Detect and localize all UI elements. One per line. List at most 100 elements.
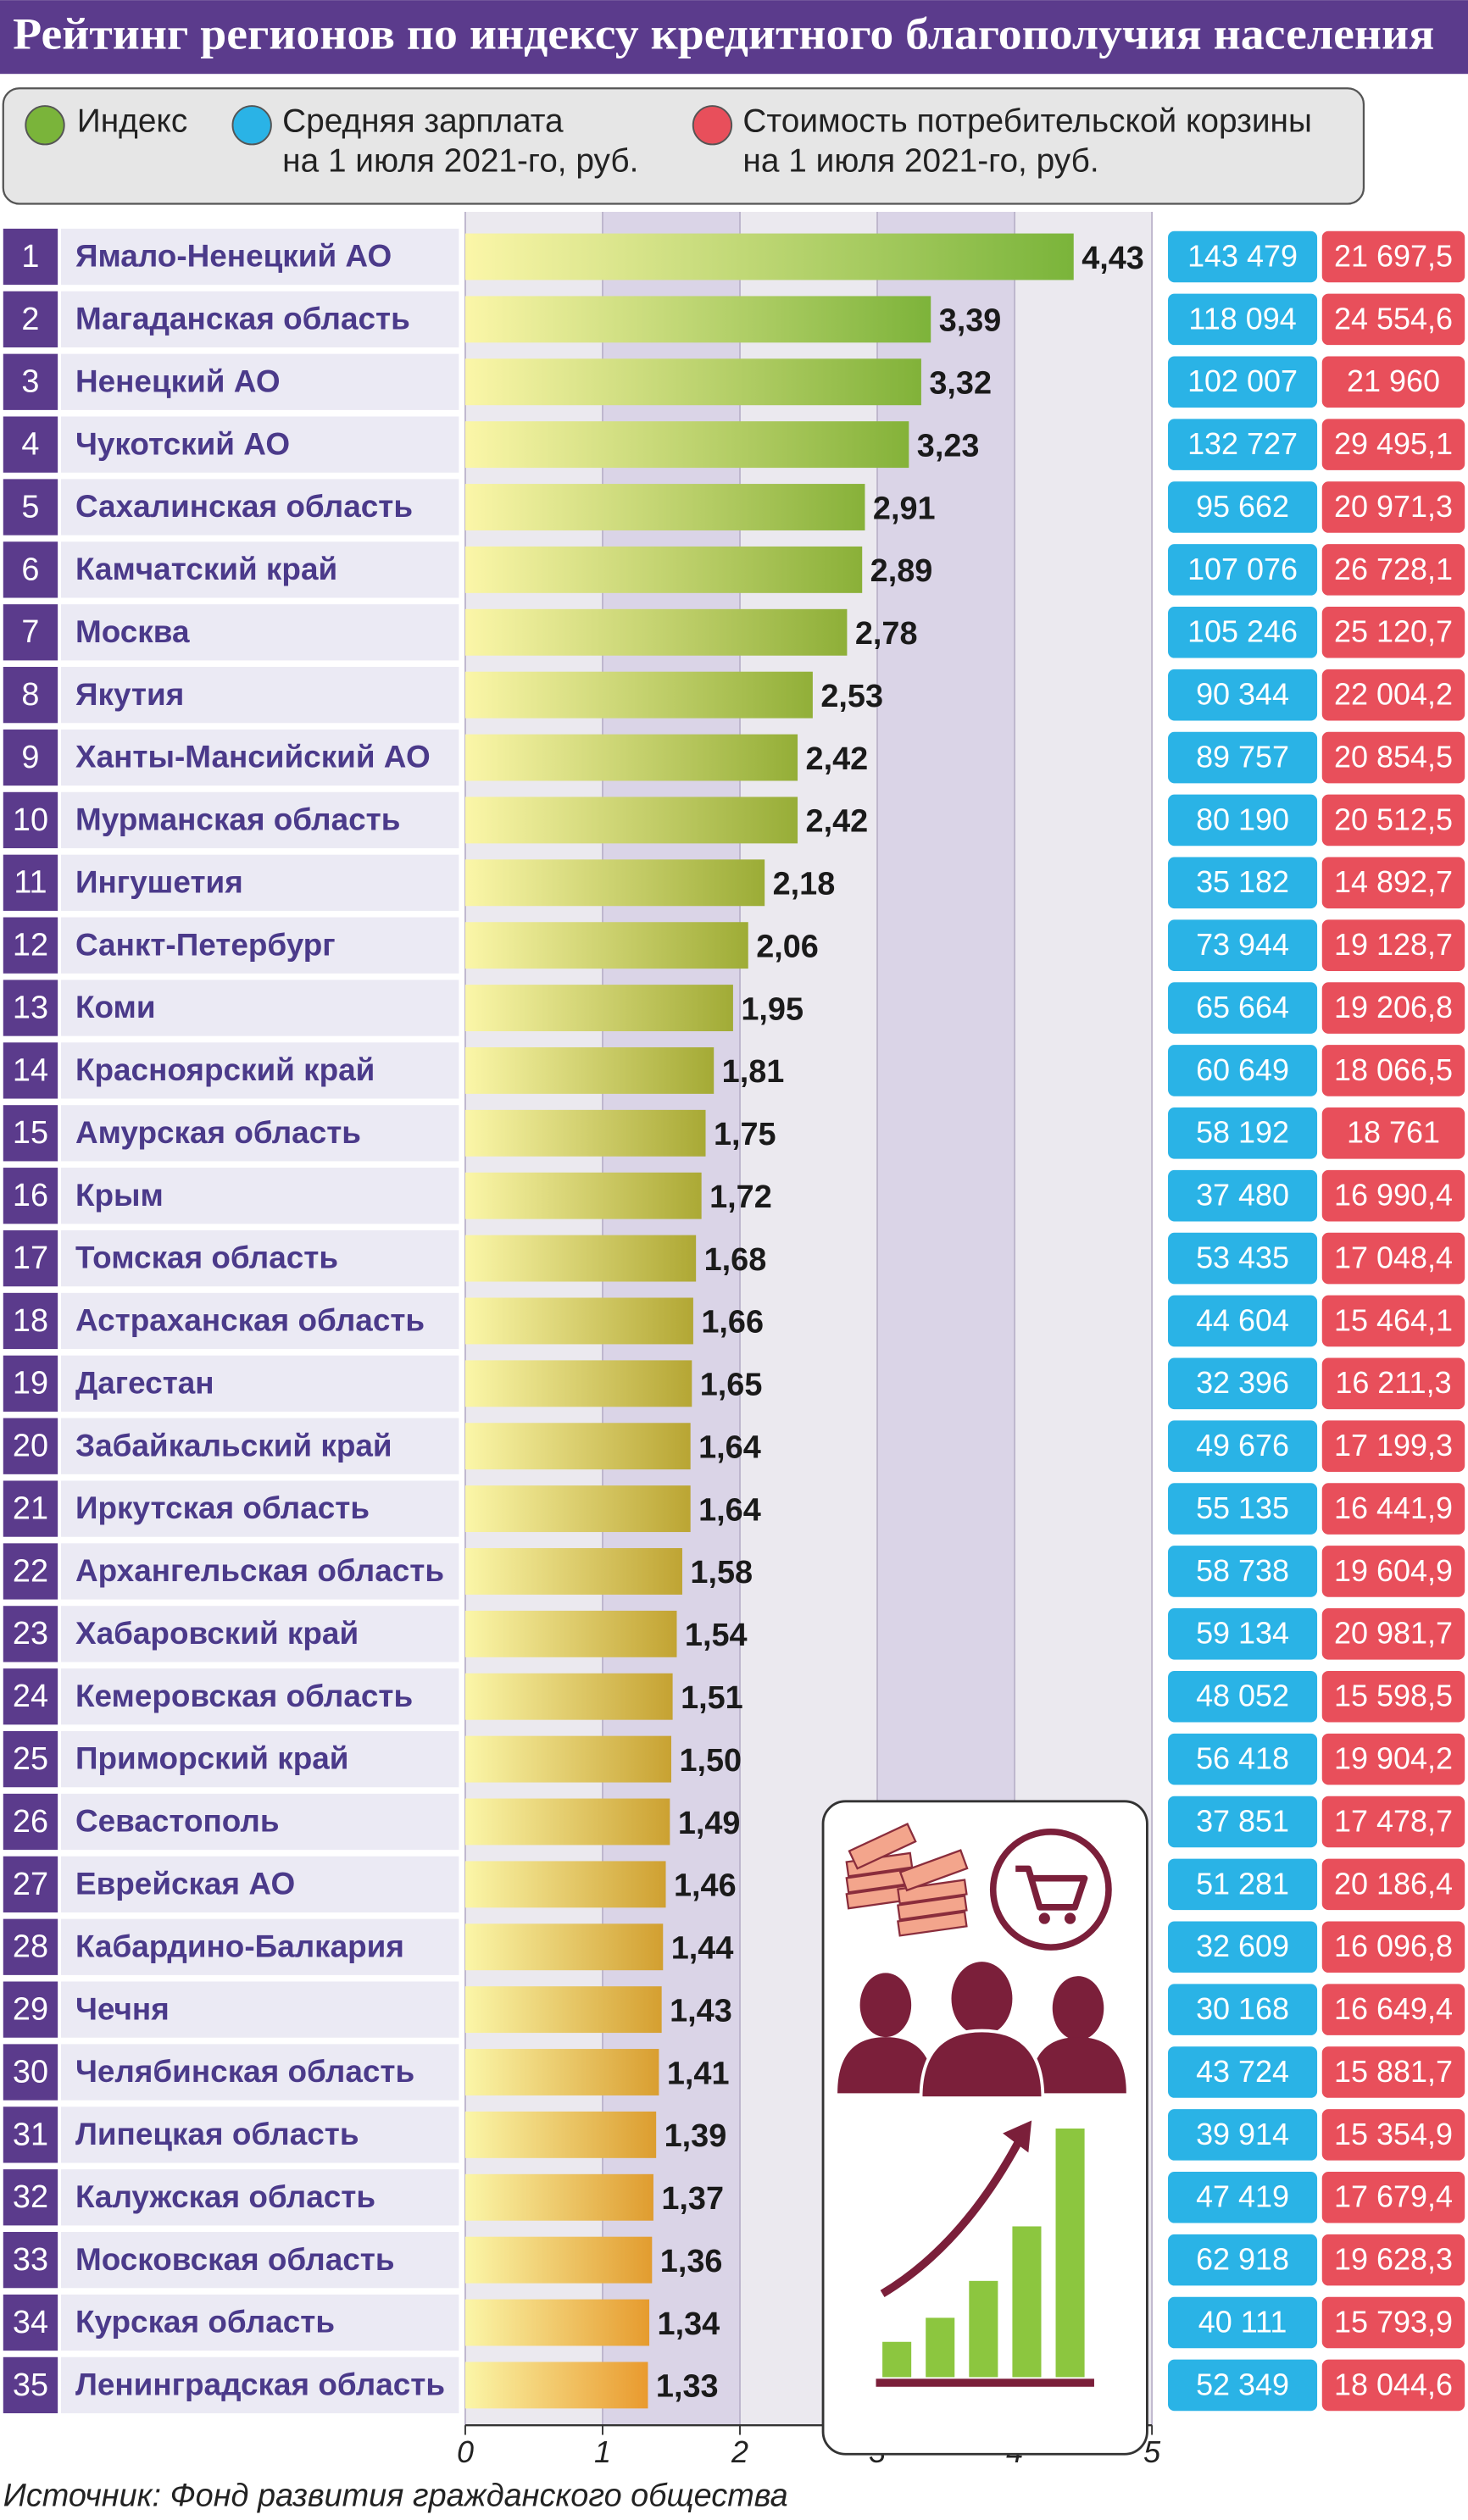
basket-box — [1321, 2296, 1465, 2349]
bar-value-label: 1,49 — [678, 1806, 741, 1841]
basket-box — [1321, 293, 1465, 346]
bar — [464, 985, 733, 1031]
basket-box — [1321, 544, 1465, 596]
basket-label: 19 904,2 — [1334, 1740, 1453, 1775]
bar — [464, 1986, 662, 2034]
bar-value-label: 2,42 — [806, 741, 869, 777]
bar — [464, 1798, 670, 1846]
salary-label: 44 604 — [1196, 1302, 1289, 1337]
salary-label: 51 281 — [1196, 1866, 1289, 1901]
rank-label: 27 — [13, 1867, 48, 1902]
legend-entry: Индекс — [76, 103, 188, 140]
salary-label: 32 396 — [1196, 1365, 1289, 1400]
rank-label: 3 — [21, 364, 39, 400]
legend-swatch — [25, 105, 65, 146]
basket-label: 15 598,5 — [1334, 1679, 1453, 1713]
basket-box — [1321, 2046, 1465, 2098]
bar — [464, 734, 798, 781]
category-label: Еврейская АО — [75, 1867, 295, 1901]
category-label: Ленинградская область — [75, 2367, 445, 2402]
bar — [464, 859, 765, 907]
rank-label: 20 — [13, 1429, 48, 1464]
x-tick-label: 5 — [1143, 2434, 1161, 2469]
legend-label: Индекс — [76, 103, 188, 140]
name-box — [60, 1793, 459, 1851]
salary-label: 55 135 — [1196, 1490, 1289, 1525]
rank-label: 16 — [13, 1178, 48, 1213]
name-box — [60, 416, 459, 473]
category-label: Магаданская область — [75, 302, 410, 336]
category-label: Забайкальский край — [75, 1428, 392, 1463]
name-box — [60, 1229, 459, 1287]
basket-box — [1321, 1670, 1465, 1723]
name-box — [60, 2044, 459, 2101]
rank-box — [3, 2294, 58, 2351]
bar — [464, 1109, 706, 1157]
bar — [464, 1735, 671, 1783]
basket-box — [1321, 1420, 1465, 1472]
salary-label: 118 094 — [1188, 301, 1296, 336]
basket-label: 24 554,6 — [1334, 301, 1453, 336]
rank-box — [3, 1856, 58, 1912]
name-box — [60, 1418, 459, 1474]
bar-value-label: 1,51 — [681, 1680, 743, 1716]
salary-label: 40 111 — [1198, 2304, 1287, 2339]
bar — [464, 1923, 664, 1971]
salary-label: 107 076 — [1187, 552, 1298, 586]
basket-label: 26 728,1 — [1334, 552, 1453, 586]
category-label: Чечня — [75, 1991, 170, 2026]
rank-box — [3, 541, 58, 598]
salary-label: 59 134 — [1196, 1616, 1289, 1651]
salary-label: 102 007 — [1187, 364, 1298, 398]
basket-label: 18 066,5 — [1334, 1052, 1453, 1087]
salary-box — [1168, 919, 1318, 971]
category-label: Хабаровский край — [75, 1616, 359, 1651]
salary-label: 60 649 — [1196, 1052, 1289, 1087]
salary-label: 58 192 — [1196, 1115, 1289, 1150]
bar-value-label: 2,78 — [855, 616, 918, 652]
basket-box — [1321, 481, 1465, 533]
basket-label: 15 354,9 — [1334, 2117, 1453, 2151]
rank-box — [3, 479, 58, 536]
name-box — [60, 291, 459, 347]
rank-box — [3, 854, 58, 911]
category-label: Якутия — [75, 677, 184, 712]
rank-label: 33 — [13, 2242, 48, 2278]
salary-box — [1168, 1169, 1318, 1222]
rank-box — [3, 1168, 58, 1224]
plot-area: Индекс Средняя зарплата на 1 июля 2021-го… — [3, 103, 1465, 2469]
basket-label: 19 604,9 — [1334, 1553, 1453, 1588]
basket-label: 20 981,7 — [1334, 1616, 1453, 1651]
rank-label: 28 — [13, 1929, 48, 1965]
name-box — [60, 1168, 459, 1224]
salary-label: 65 664 — [1196, 990, 1289, 1024]
name-box — [60, 854, 459, 911]
salary-label: 95 662 — [1196, 489, 1289, 524]
rank-label: 11 — [14, 865, 47, 901]
category-label: Липецкая область — [75, 2117, 359, 2151]
bar-value-label: 3,39 — [939, 303, 1002, 339]
basket-box — [1321, 1733, 1465, 1785]
basket-box — [1321, 2109, 1465, 2161]
bar-value-label: 1,37 — [661, 2181, 724, 2217]
basket-box — [1321, 857, 1465, 909]
basket-label: 21 697,5 — [1334, 238, 1453, 273]
basket-box — [1321, 419, 1465, 470]
rank-label: 26 — [13, 1804, 48, 1840]
rank-label: 7 — [21, 614, 39, 650]
rank-label: 23 — [13, 1616, 48, 1651]
rank-box — [3, 353, 58, 410]
bar-value-label: 2,42 — [806, 804, 869, 840]
basket-label: 15 881,7 — [1334, 2054, 1453, 2089]
category-label: Калужская область — [75, 2179, 375, 2214]
salary-box — [1168, 1984, 1318, 2035]
basket-box — [1321, 1608, 1465, 1660]
basket-label: 17 478,7 — [1334, 1803, 1453, 1838]
rank-box — [3, 1042, 58, 1099]
category-label: Санкт-Петербург — [75, 927, 336, 962]
rank-label: 22 — [13, 1553, 48, 1589]
legend-swatch — [231, 105, 272, 146]
salary-box — [1168, 293, 1318, 346]
salary-box — [1168, 1045, 1318, 1096]
